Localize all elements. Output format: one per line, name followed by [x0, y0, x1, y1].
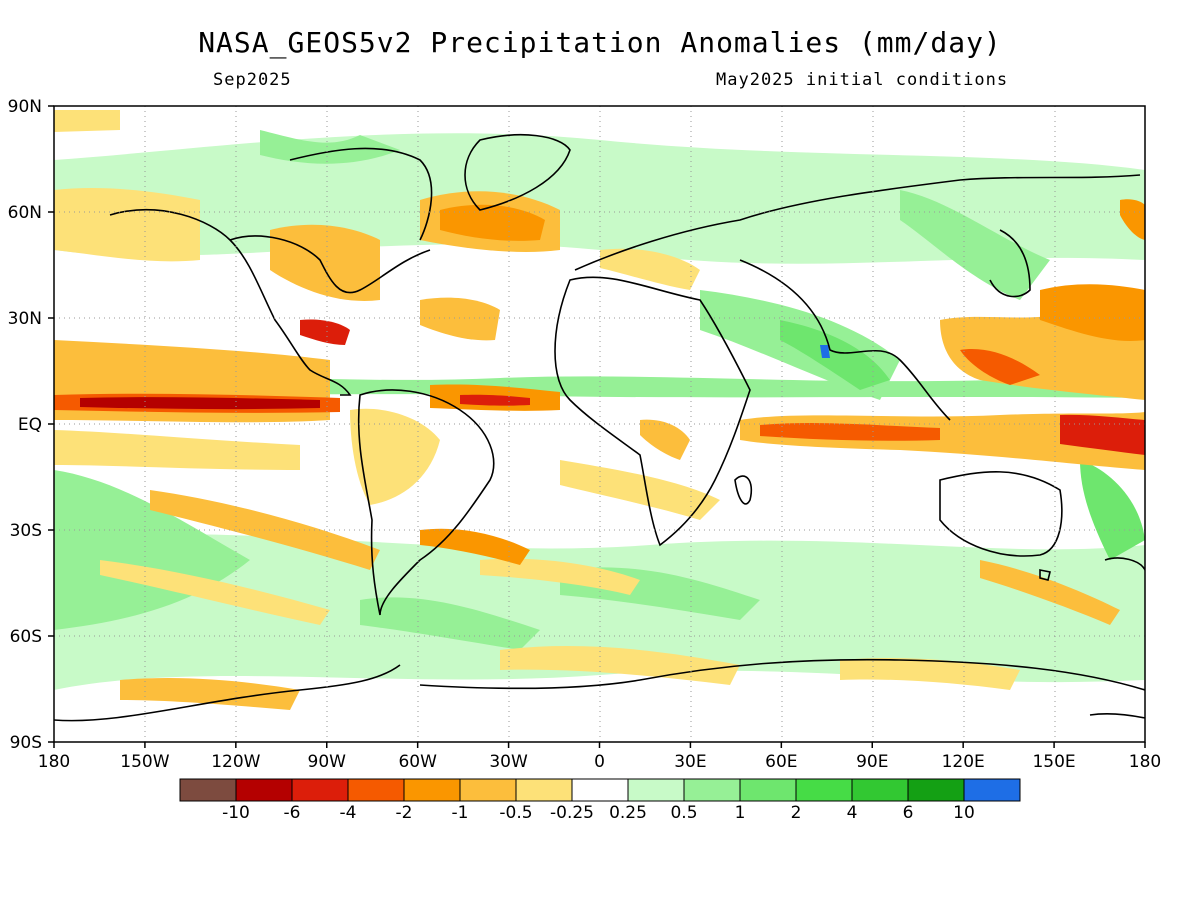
- colorbar-label: -1: [452, 803, 469, 823]
- gridlines: [54, 106, 1145, 742]
- latitude-ticks: 90N 60N 30N EQ 30S 60S 90S: [8, 97, 54, 753]
- colorbar-label: 2: [791, 803, 802, 823]
- lon-tick-label: 0: [594, 752, 605, 772]
- colorbar-swatch: [627, 778, 685, 802]
- colorbar-swatch: [683, 778, 741, 802]
- lon-tick-label: 180: [1129, 752, 1161, 772]
- lon-tick-label: 120E: [942, 752, 985, 772]
- colorbar-swatch: [571, 778, 629, 802]
- forecast-month: Sep2025: [213, 70, 292, 90]
- lat-tick-label: 30N: [8, 309, 42, 329]
- colorbar-swatch: [179, 778, 237, 802]
- lat-tick-label: 30S: [10, 521, 42, 541]
- lat-tick-label: 60N: [8, 203, 42, 223]
- lat-tick-label: 90N: [8, 97, 42, 117]
- colorbar-label: 0.5: [670, 803, 697, 823]
- lon-tick-label: 90E: [856, 752, 888, 772]
- negative-anomaly-regions: [54, 110, 1145, 710]
- initial-conditions: May2025 initial conditions: [716, 70, 1009, 90]
- lon-tick-label: 30W: [489, 752, 528, 772]
- colorbar-swatch: [235, 778, 293, 802]
- coastlines: [54, 134, 1145, 722]
- lon-tick-label: 30E: [674, 752, 706, 772]
- colorbar-swatch: [963, 778, 1021, 802]
- lat-tick-label: 60S: [10, 627, 42, 647]
- lon-tick-label: 60E: [765, 752, 797, 772]
- colorbar-label: -0.25: [550, 803, 594, 823]
- map-title: NASA_GEOS5v2 Precipitation Anomalies (mm…: [198, 26, 1002, 59]
- colorbar-label: -6: [284, 803, 301, 823]
- colorbar-swatch: [907, 778, 965, 802]
- colorbar-label: 0.25: [609, 803, 647, 823]
- colorbar-label: 6: [903, 803, 914, 823]
- colorbar-label: -2: [396, 803, 413, 823]
- colorbar-swatch: [459, 778, 517, 802]
- colorbar-swatch: [851, 778, 909, 802]
- colorbar-swatch: [515, 778, 573, 802]
- lat-tick-label: 90S: [10, 733, 42, 753]
- lon-tick-label: 90W: [308, 752, 347, 772]
- colorbar-label: 10: [953, 803, 975, 823]
- colorbar-swatch: [291, 778, 349, 802]
- colorbar-label: -0.5: [499, 803, 532, 823]
- lon-tick-label: 120W: [211, 752, 260, 772]
- lon-tick-label: 150E: [1032, 752, 1075, 772]
- colorbar-label: -10: [222, 803, 250, 823]
- lat-tick-label: EQ: [18, 415, 42, 435]
- colorbar-swatch: [739, 778, 797, 802]
- colorbar-label: 1: [735, 803, 746, 823]
- colorbar-swatch: [795, 778, 853, 802]
- lon-tick-label: 60W: [398, 752, 437, 772]
- colorbar-label: -4: [340, 803, 357, 823]
- colorbar: -10 -6 -4 -2 -1 -0.5 -0.25 0.25 0.5 1 2 4 6 10: [179, 778, 1021, 823]
- colorbar-swatch: [403, 778, 461, 802]
- lon-tick-label: 150W: [120, 752, 169, 772]
- colorbar-label: 4: [847, 803, 858, 823]
- colorbar-swatch: [347, 778, 405, 802]
- lon-tick-label: 180: [38, 752, 70, 772]
- longitude-ticks: 180 150W 120W 90W 60W 30W 0 30E 60E 90E 120E 150E 18…: [38, 742, 1161, 772]
- anomaly-field: [54, 106, 1145, 742]
